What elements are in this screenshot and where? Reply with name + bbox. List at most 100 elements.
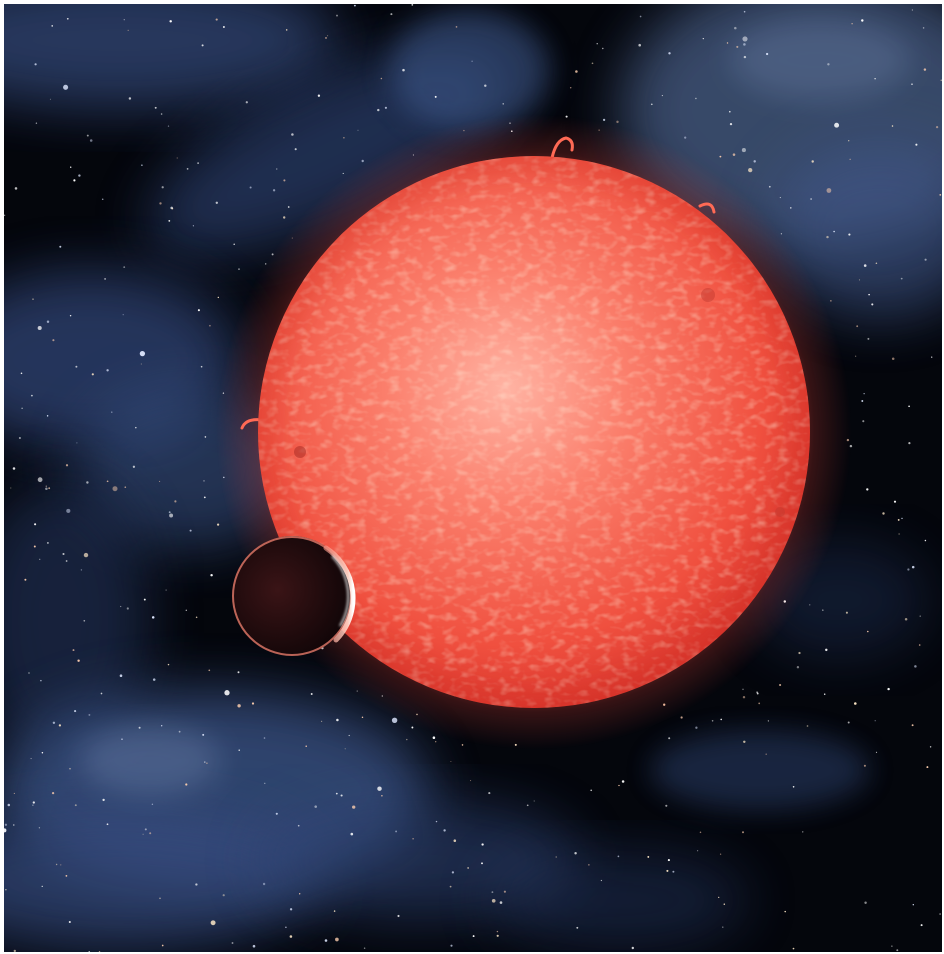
- star-dot: [767, 720, 770, 722]
- star-dot: [661, 95, 663, 97]
- star-dot: [124, 486, 127, 489]
- star-dot: [28, 672, 30, 674]
- star-dot: [672, 870, 675, 873]
- star-dot: [20, 372, 23, 375]
- star-dot: [37, 325, 42, 331]
- star-dot: [352, 805, 356, 809]
- star-dot: [596, 43, 598, 45]
- star-dot: [809, 604, 811, 606]
- star-dot: [317, 94, 321, 97]
- star-dot: [729, 110, 731, 113]
- star-dot: [159, 897, 161, 900]
- star-dot: [287, 206, 290, 208]
- star-dot: [825, 648, 828, 652]
- star-dot: [499, 901, 503, 904]
- star-dot: [135, 426, 137, 429]
- star-dot: [112, 486, 118, 492]
- star-dot: [171, 208, 174, 210]
- star-dot: [924, 258, 927, 261]
- star-dot: [262, 882, 266, 886]
- star-dot: [305, 745, 307, 748]
- star-dot: [851, 23, 853, 25]
- star-dot: [222, 894, 225, 897]
- star-dot: [55, 863, 58, 866]
- star-dot: [810, 198, 812, 200]
- star-dot: [742, 36, 748, 42]
- star-dot: [69, 767, 71, 770]
- star-dot: [931, 356, 933, 358]
- star-dot: [208, 669, 211, 672]
- star-dot: [861, 19, 864, 22]
- star-dot: [299, 893, 301, 895]
- star-dot: [638, 43, 641, 47]
- star-dot: [742, 688, 744, 691]
- star-dot: [201, 44, 204, 47]
- star-dot: [210, 573, 213, 577]
- star-dot: [647, 855, 650, 858]
- star-dot: [52, 721, 56, 724]
- star-dot: [41, 752, 44, 754]
- star-dot: [792, 947, 795, 950]
- star-dot: [62, 552, 65, 556]
- star-dot: [60, 864, 62, 866]
- star-dot: [178, 730, 181, 733]
- star-dot: [320, 720, 323, 723]
- star-dot: [283, 179, 286, 182]
- star-dot: [491, 898, 496, 903]
- star-dot: [195, 883, 198, 886]
- star-dot: [200, 365, 203, 368]
- star-dot: [13, 792, 15, 794]
- star-dot: [911, 565, 915, 569]
- star-dot: [471, 60, 473, 62]
- star-dot: [264, 782, 266, 784]
- star-dot: [723, 903, 726, 905]
- star-dot: [192, 225, 194, 227]
- star-dot: [412, 838, 414, 840]
- star-dot: [222, 26, 225, 28]
- star-dot: [237, 671, 240, 674]
- star-dot: [863, 393, 865, 395]
- star-dot: [435, 741, 437, 743]
- star-dot: [481, 862, 483, 865]
- star-dot: [335, 792, 338, 795]
- star-dot: [34, 523, 37, 526]
- star-dot: [185, 609, 187, 611]
- star-dot: [83, 552, 89, 558]
- star-dot: [30, 758, 32, 760]
- star-dot: [89, 139, 93, 142]
- star-dot: [45, 487, 48, 490]
- star-dot: [209, 324, 211, 327]
- star-dot: [231, 942, 234, 944]
- star-dot: [569, 86, 572, 89]
- star-dot: [919, 615, 921, 617]
- star-dot: [734, 26, 737, 30]
- star-dot: [488, 792, 491, 795]
- star-dot: [38, 827, 41, 829]
- star-dot: [215, 18, 218, 21]
- star-dot: [893, 500, 897, 503]
- star-dot: [138, 726, 141, 729]
- star-dot: [13, 824, 15, 826]
- star-dot: [46, 320, 50, 324]
- star-dot: [123, 19, 125, 21]
- star-dot: [616, 120, 619, 124]
- star-dot: [189, 529, 192, 532]
- star-dot: [149, 832, 152, 835]
- star-dot: [450, 944, 453, 947]
- star-dot: [12, 467, 16, 470]
- star-dot: [555, 856, 557, 858]
- star-dot: [4, 823, 8, 826]
- star-dot: [252, 944, 256, 948]
- star-dot: [197, 309, 200, 312]
- star-dot: [216, 523, 220, 526]
- star-dot: [736, 45, 739, 48]
- star-dot: [432, 736, 436, 739]
- star-dot: [48, 487, 51, 490]
- star-dot: [80, 569, 83, 571]
- star-dot: [891, 357, 895, 361]
- star-dot: [533, 800, 535, 802]
- star-dot: [46, 541, 49, 544]
- star-dot: [37, 477, 43, 483]
- star-dot: [204, 436, 207, 438]
- star-dot: [160, 113, 163, 115]
